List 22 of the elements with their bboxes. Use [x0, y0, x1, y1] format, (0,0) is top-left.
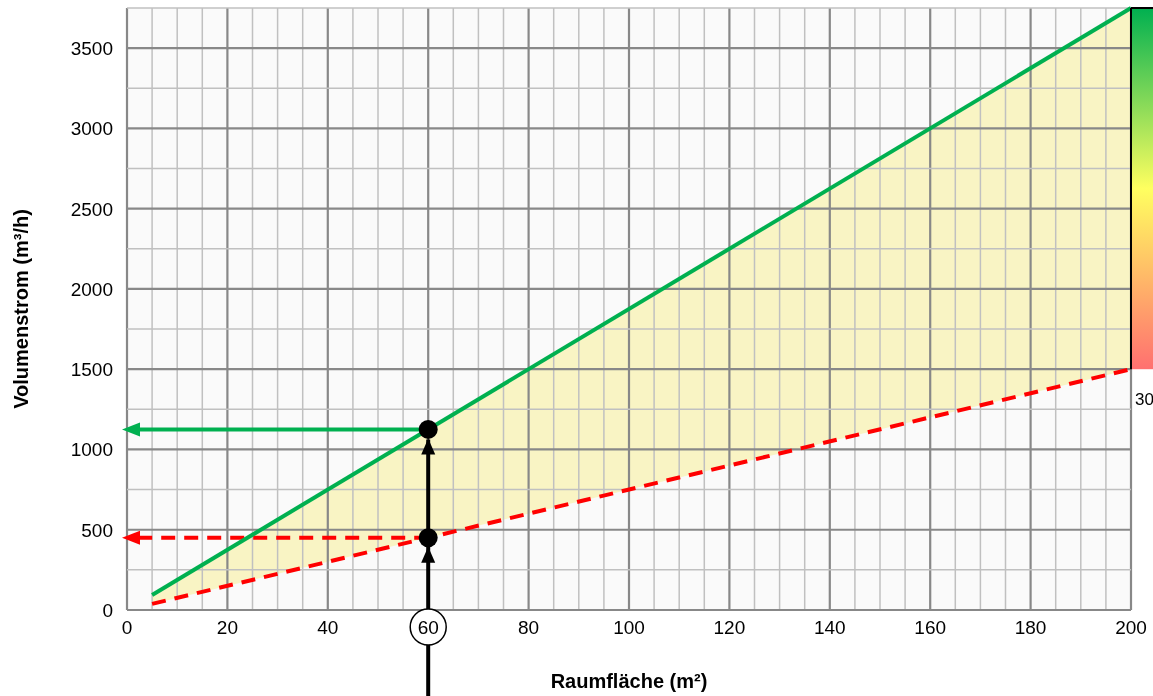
y-tick-label: 1000	[70, 439, 113, 461]
y-tick-label: 500	[81, 519, 113, 541]
y-tick-label: 2500	[70, 198, 113, 220]
y-tick-label: 3500	[70, 38, 113, 60]
y-axis-title: Volumenstrom (m³/h)	[10, 209, 32, 409]
x-axis-title: Raumfläche (m²)	[550, 670, 708, 692]
y-tick-label: 1500	[70, 359, 113, 381]
x-tick-label: 20	[216, 617, 238, 638]
x-tick-label: 40	[317, 617, 339, 638]
y-tick-label: 0	[102, 600, 113, 621]
x-tick-label: 60	[417, 617, 439, 638]
x-tick-label: 100	[613, 617, 645, 638]
x-tick-label: 80	[518, 617, 540, 638]
annotation: 30	[1135, 390, 1153, 410]
y-tick-label: 3000	[70, 118, 113, 140]
x-tick-label: 160	[914, 617, 947, 638]
x-tick-label: 180	[1014, 617, 1047, 638]
x-tick-label: 120	[713, 617, 746, 638]
y-tick-label: 2000	[70, 278, 113, 300]
x-tick-label: 0	[121, 617, 133, 638]
x-tick-label: 200	[1115, 617, 1147, 638]
x-tick-label: 140	[813, 617, 846, 638]
